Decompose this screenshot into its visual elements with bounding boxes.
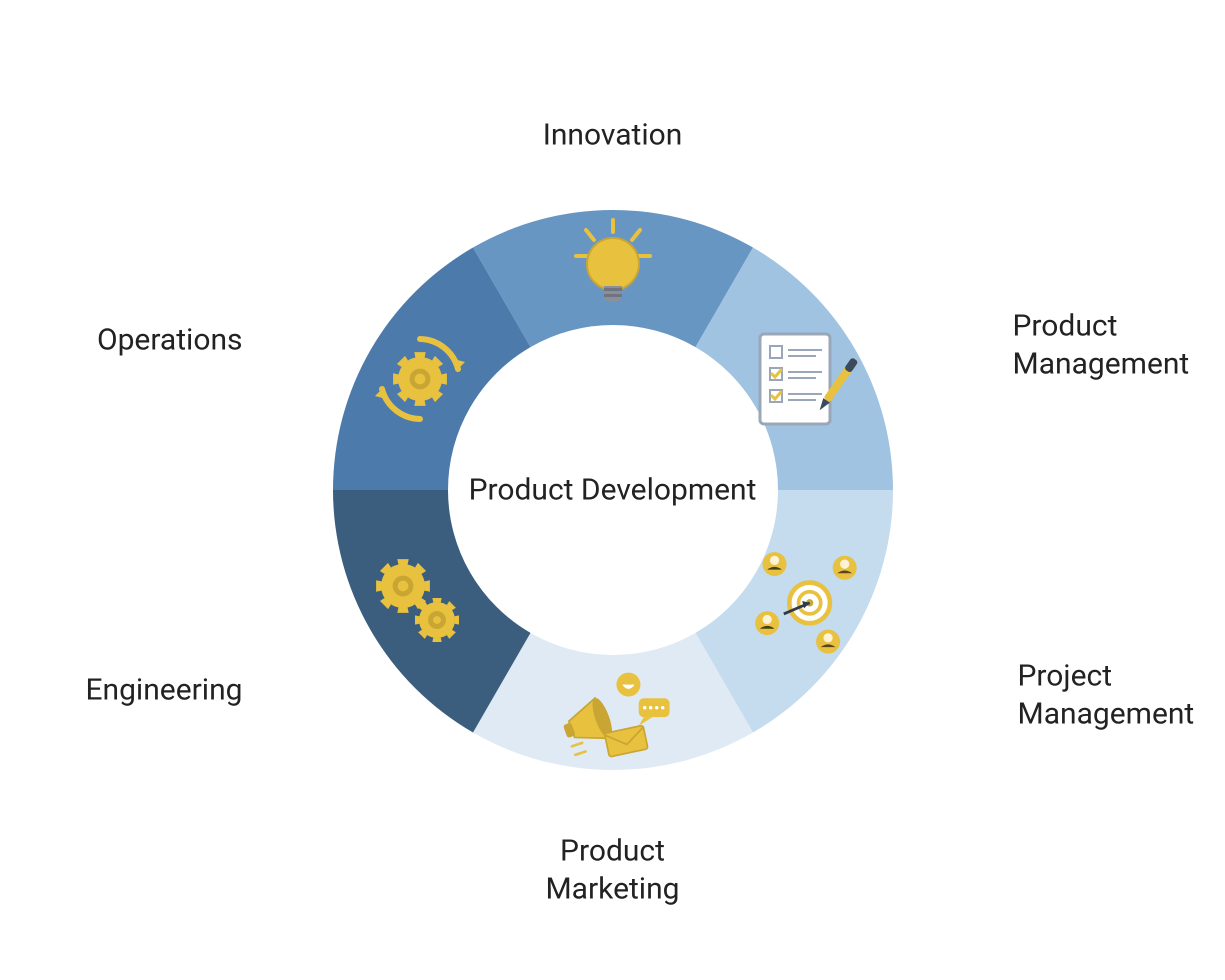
label-product-management: Product Management bbox=[1013, 308, 1190, 383]
label-engineering: Engineering bbox=[85, 671, 242, 709]
megaphone-icon bbox=[553, 652, 673, 772]
gear-cycle-icon bbox=[360, 319, 480, 439]
center-title: Product Development bbox=[469, 471, 757, 509]
checklist-icon bbox=[745, 319, 865, 439]
label-operations: Operations bbox=[97, 321, 243, 359]
team-target-icon bbox=[745, 541, 865, 661]
lightbulb-icon bbox=[553, 208, 673, 328]
gears-icon bbox=[360, 541, 480, 661]
label-project-management: Project Management bbox=[1018, 658, 1195, 733]
label-innovation: Innovation bbox=[543, 116, 683, 154]
product-development-cycle-diagram: Product Development Innovation Product M… bbox=[163, 40, 1063, 940]
label-product-marketing: Product Marketing bbox=[545, 833, 679, 908]
